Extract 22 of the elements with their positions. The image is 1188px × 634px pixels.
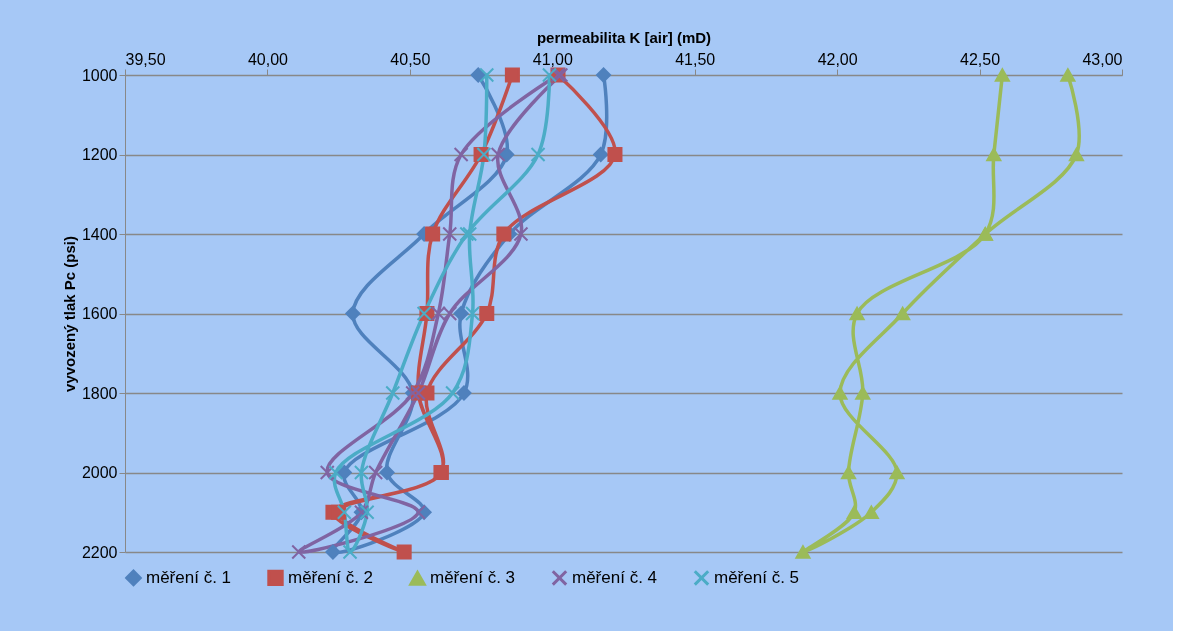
x-tick-label: 40,50 — [390, 50, 431, 68]
x-tick-label: 43,00 — [1082, 50, 1123, 68]
y-tick-label: 1000 — [81, 66, 118, 84]
x-tick-label: 41,50 — [675, 50, 716, 68]
y-tick-label: 1800 — [81, 384, 118, 402]
y-tick-label: 1400 — [81, 225, 118, 243]
y-tick-label: 2000 — [81, 464, 118, 481]
x-tick-label: 41,00 — [532, 50, 573, 68]
legend-label: měření č. 1 — [146, 567, 232, 587]
y-axis-title: vyvozený tlak Pc (psi) — [60, 236, 78, 392]
y-tick-label: 1600 — [81, 305, 118, 322]
legend-label: měření č. 3 — [430, 568, 516, 588]
x-tick-label: 42,00 — [817, 50, 858, 68]
y-tick-label: 1200 — [81, 146, 118, 163]
y-tick-label: 2200 — [81, 543, 118, 561]
x-tick-label: 40,00 — [247, 50, 289, 68]
legend-label: měření č. 5 — [714, 567, 800, 587]
legend-label: měření č. 2 — [288, 567, 374, 587]
x-tick-label: 42,50 — [960, 50, 1001, 68]
x-tick-label: 39,50 — [125, 50, 166, 68]
x-axis-title: permeabilita K [air] (mD) — [536, 28, 712, 46]
legend-label: měření č. 4 — [572, 567, 658, 587]
